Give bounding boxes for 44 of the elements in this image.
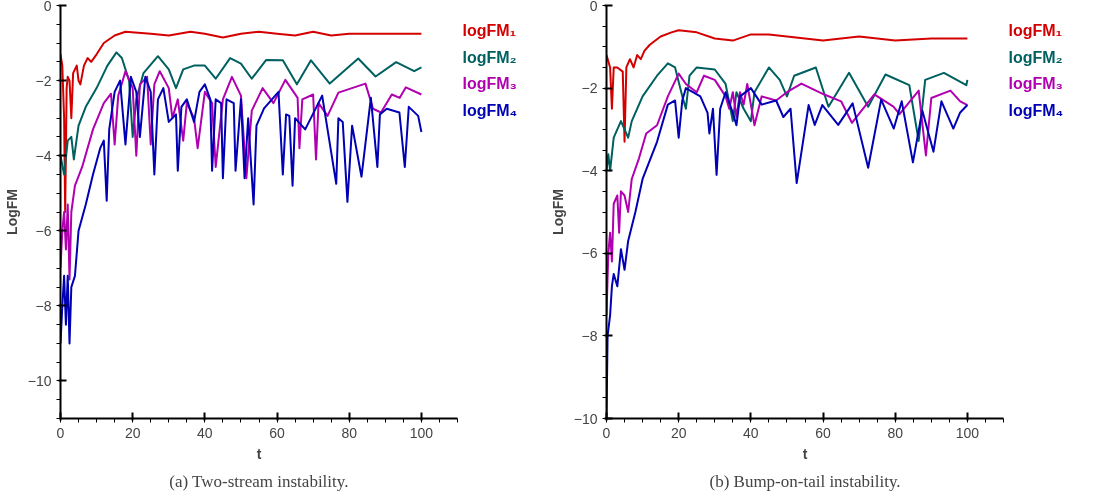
y-tick-label: −6 xyxy=(35,222,52,239)
text: logFM₃ xyxy=(462,75,517,93)
y-tick-label: 0 xyxy=(43,0,52,14)
y-tick-label: −2 xyxy=(35,72,52,89)
y-axis-title: LogFM xyxy=(3,189,20,235)
text: logFM₁ xyxy=(462,21,517,39)
y-axis-title: LogFM xyxy=(549,189,566,235)
x-tick-label: 80 xyxy=(341,424,358,441)
y-tick-label: −4 xyxy=(581,162,598,179)
x-tick-label: 80 xyxy=(887,424,904,441)
y-tick-label: 0 xyxy=(589,0,598,14)
text: logFM₃ xyxy=(1008,75,1063,93)
text: (a) Two-stream instability. xyxy=(169,471,349,491)
y-tick-label: −8 xyxy=(35,297,52,314)
line-series xyxy=(606,29,969,143)
x-axis-title: t xyxy=(802,445,808,462)
y-tick-label: −10 xyxy=(573,410,598,427)
x-tick-label: 100 xyxy=(409,424,434,441)
y-tick-label: −4 xyxy=(35,147,52,164)
x-tick-label: 60 xyxy=(815,424,832,441)
x-tick-label: 20 xyxy=(670,424,687,441)
text: logFM₄ xyxy=(1008,102,1064,120)
y-tick-label: −8 xyxy=(581,327,598,344)
x-tick-label: 0 xyxy=(602,424,611,441)
line-series xyxy=(60,51,423,176)
x-tick-label: 60 xyxy=(269,424,286,441)
text: logFM₁ xyxy=(1008,21,1063,39)
y-tick-label: −10 xyxy=(27,372,52,389)
x-tick-label: 40 xyxy=(197,424,213,441)
text: logFM₄ xyxy=(462,102,518,120)
x-axis-title: t xyxy=(256,445,262,462)
line-series xyxy=(606,62,969,172)
x-tick-label: 20 xyxy=(124,424,141,441)
line-series xyxy=(60,75,423,345)
y-tick-label: −2 xyxy=(581,80,598,97)
text: logFM₂ xyxy=(462,48,517,66)
text: (b) Bump-on-tail instability. xyxy=(709,471,901,491)
x-tick-label: 40 xyxy=(743,424,759,441)
x-tick-label: 0 xyxy=(56,424,65,441)
line-series xyxy=(60,30,423,213)
y-tick-label: −6 xyxy=(581,245,598,262)
line-series xyxy=(60,70,423,281)
text: logFM₂ xyxy=(1008,48,1063,66)
x-tick-label: 100 xyxy=(955,424,980,441)
